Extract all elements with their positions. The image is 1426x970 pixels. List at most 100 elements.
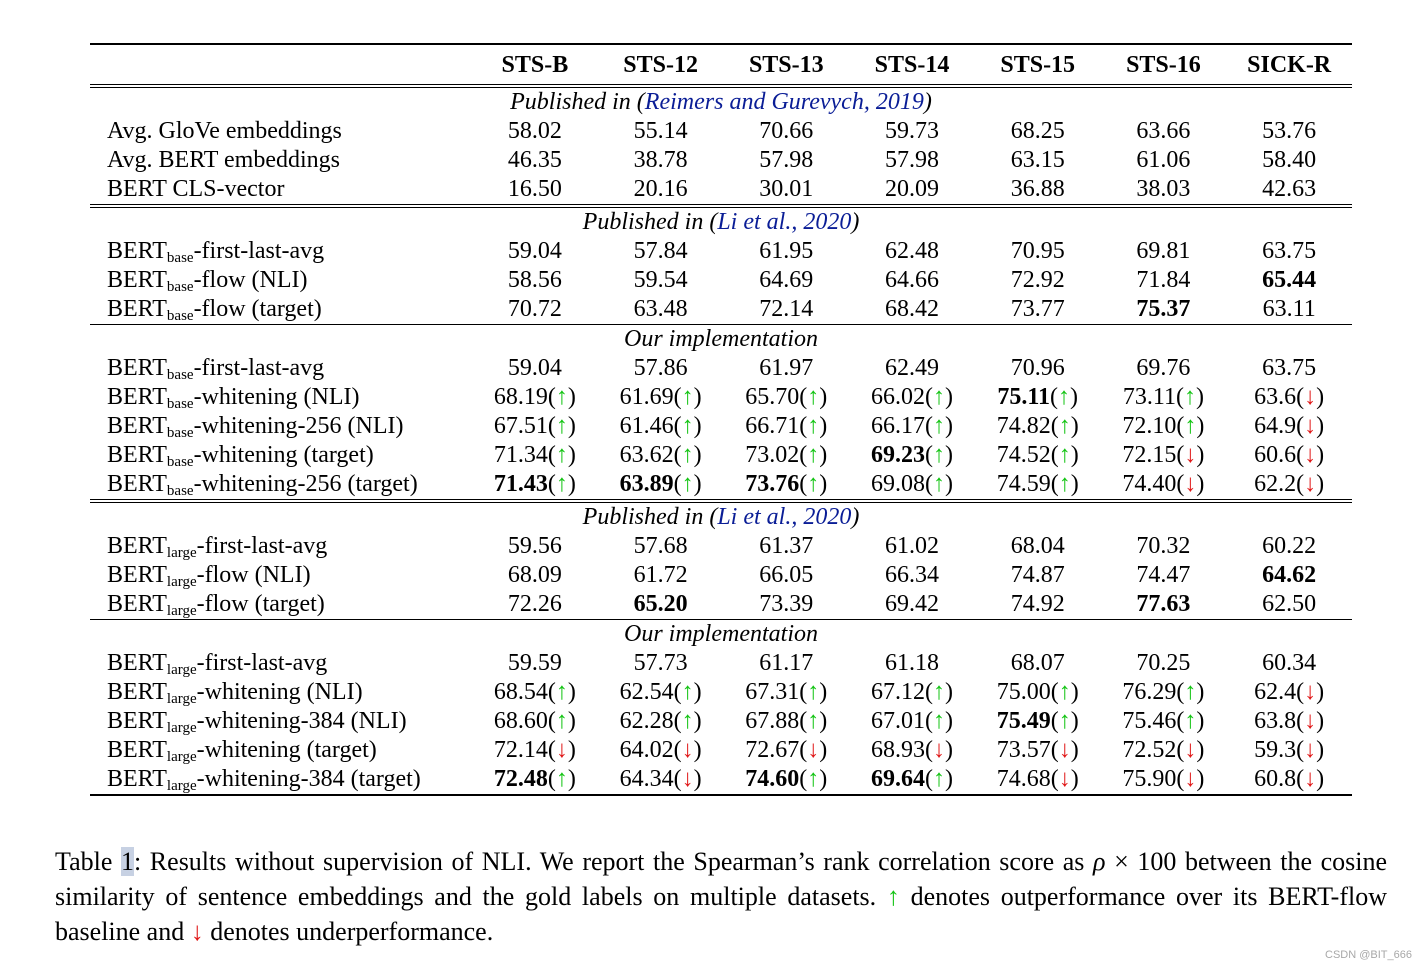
score-cell: 62.4(↓) — [1254, 679, 1325, 705]
section-label: Our implementation — [624, 621, 818, 647]
caption-times: × 100 — [1105, 847, 1177, 876]
score-value: 55.14 — [633, 118, 688, 144]
score-cell: 57.98 — [849, 146, 975, 175]
score-cell: 38.78 — [598, 146, 724, 175]
score-value: 75.00 — [996, 679, 1051, 705]
score-cell: 61.17 — [723, 649, 849, 678]
model-variant: -first-last-avg — [196, 650, 328, 676]
score-cell: 63.8(↓) — [1254, 708, 1325, 734]
citation-link[interactable]: Li et al., 2020 — [717, 504, 852, 530]
score-value: 70.72 — [507, 296, 562, 322]
up-arrow-icon: ↑ — [886, 882, 900, 911]
score-value: 57.98 — [885, 147, 939, 173]
score-value: 61.06 — [1136, 147, 1191, 173]
model-name: BERT — [107, 471, 167, 497]
section-header-row: Published in (Li et al., 2020) — [90, 204, 1352, 237]
column-header: SICK-R — [1226, 43, 1352, 86]
section-label: Published in ( — [582, 209, 718, 235]
score-value: 73.57 — [996, 737, 1051, 763]
score-cell: 61.72 — [598, 561, 724, 590]
model-variant: -whitening-384 (target) — [196, 766, 421, 792]
section-label: Our implementation — [624, 326, 818, 352]
score-value: 53.76 — [1262, 118, 1317, 144]
column-header: STS-14 — [849, 43, 975, 86]
score-value: 69.42 — [885, 591, 939, 617]
section-label-end: ) — [851, 504, 860, 530]
score-value: 57.84 — [633, 238, 688, 264]
section-header: Our implementation — [90, 619, 1352, 649]
section-header-row: Published in (Reimers and Gurevych, 2019… — [90, 84, 1352, 117]
score-value: 16.50 — [507, 176, 562, 202]
row-name: BERTlarge-whitening-384 (target) — [90, 765, 473, 796]
column-header: STS-B — [472, 43, 598, 86]
model-variant: -whitening (NLI) — [196, 679, 363, 705]
score-value: 70.32 — [1136, 533, 1191, 559]
score-cell: 66.02(↑) — [871, 384, 953, 410]
up-arrow-icon: ↑ — [807, 471, 820, 497]
score-cell: 64.34(↓) — [597, 765, 724, 796]
score-cell: 38.03 — [1101, 175, 1227, 206]
table-row: BERTlarge-first-last-avg 59.59 57.73 61.17 6… — [90, 649, 1352, 678]
score-cell: 72.52(↓) — [1122, 737, 1205, 763]
score-value: 59.04 — [507, 238, 562, 264]
watermark: CSDN @BIT_666 — [1325, 949, 1412, 961]
score-value: 57.86 — [633, 355, 688, 381]
down-arrow-icon: ↓ — [1304, 708, 1317, 734]
score-cell: 70.72 — [472, 295, 598, 325]
down-arrow-icon: ↓ — [1304, 413, 1317, 439]
score-value: 30.01 — [759, 176, 814, 202]
score-cell: 73.39 — [723, 590, 849, 620]
model-variant: -first-last-avg — [193, 238, 325, 264]
score-value: 59.54 — [633, 267, 688, 293]
score-value: 59.3 — [1254, 737, 1297, 763]
up-arrow-icon: ↑ — [1184, 708, 1197, 734]
model-name: BERT — [107, 238, 167, 264]
score-cell: 68.04 — [975, 532, 1101, 561]
model-size-subscript: large — [166, 720, 197, 736]
score-cell: 58.56 — [472, 266, 598, 295]
score-cell: 57.68 — [598, 532, 724, 561]
up-arrow-icon: ↑ — [681, 471, 694, 497]
model-name: BERT — [107, 679, 167, 705]
score-value: 63.66 — [1136, 118, 1191, 144]
score-value: 65.70 — [745, 384, 800, 410]
model-name: BERT CLS-vector — [107, 176, 285, 202]
score-cell: 66.05 — [723, 561, 849, 590]
score-value: 70.25 — [1136, 650, 1191, 676]
down-arrow-icon: ↓ — [1184, 442, 1197, 468]
table-row: BERTlarge-flow (NLI) 68.09 61.72 66.05 66.34… — [90, 561, 1352, 590]
up-arrow-icon: ↑ — [807, 413, 820, 439]
caption-table-number[interactable]: 1 — [120, 847, 134, 876]
score-cell: 68.19(↑) — [493, 384, 576, 410]
score-value: 64.66 — [885, 267, 939, 293]
score-value: 62.2 — [1254, 471, 1297, 497]
up-arrow-icon: ↑ — [681, 413, 694, 439]
score-cell: 74.68(↓) — [974, 765, 1101, 796]
up-arrow-icon: ↑ — [555, 384, 568, 410]
score-cell: 20.16 — [598, 175, 724, 206]
down-arrow-icon: ↓ — [1058, 737, 1071, 763]
score-cell: 62.54(↑) — [619, 679, 702, 705]
score-value: 72.14 — [493, 737, 548, 763]
score-value: 61.18 — [885, 650, 939, 676]
score-value: 59.56 — [507, 533, 562, 559]
row-name: BERTbase-whitening-256 (target) — [90, 470, 472, 501]
score-cell: 61.18 — [849, 649, 975, 678]
score-value: 66.02 — [871, 384, 925, 410]
score-cell: 62.50 — [1226, 590, 1352, 620]
score-cell: 66.17(↑) — [871, 413, 953, 439]
score-cell: 57.98 — [723, 146, 849, 175]
score-value: 63.62 — [619, 442, 674, 468]
citation-link[interactable]: Li et al., 2020 — [717, 209, 852, 235]
table-row: Avg. GloVe embeddings 58.02 55.14 70.66 59.7… — [90, 117, 1352, 146]
row-name: BERTbase-flow (NLI) — [90, 266, 472, 295]
score-cell: 72.14(↓) — [493, 737, 576, 763]
column-header: STS-16 — [1100, 43, 1227, 86]
row-name: BERTlarge-flow (NLI) — [90, 561, 472, 590]
citation-link[interactable]: Reimers and Gurevych, 2019 — [644, 89, 924, 115]
caption-text-3: denotes outperformance over its BERT-flo… — [55, 882, 1387, 946]
model-size-subscript: large — [166, 778, 197, 794]
score-cell: 72.48(↑) — [472, 765, 598, 796]
score-cell: 75.11(↑) — [997, 384, 1079, 410]
score-cell: 75.90(↓) — [1100, 765, 1227, 796]
